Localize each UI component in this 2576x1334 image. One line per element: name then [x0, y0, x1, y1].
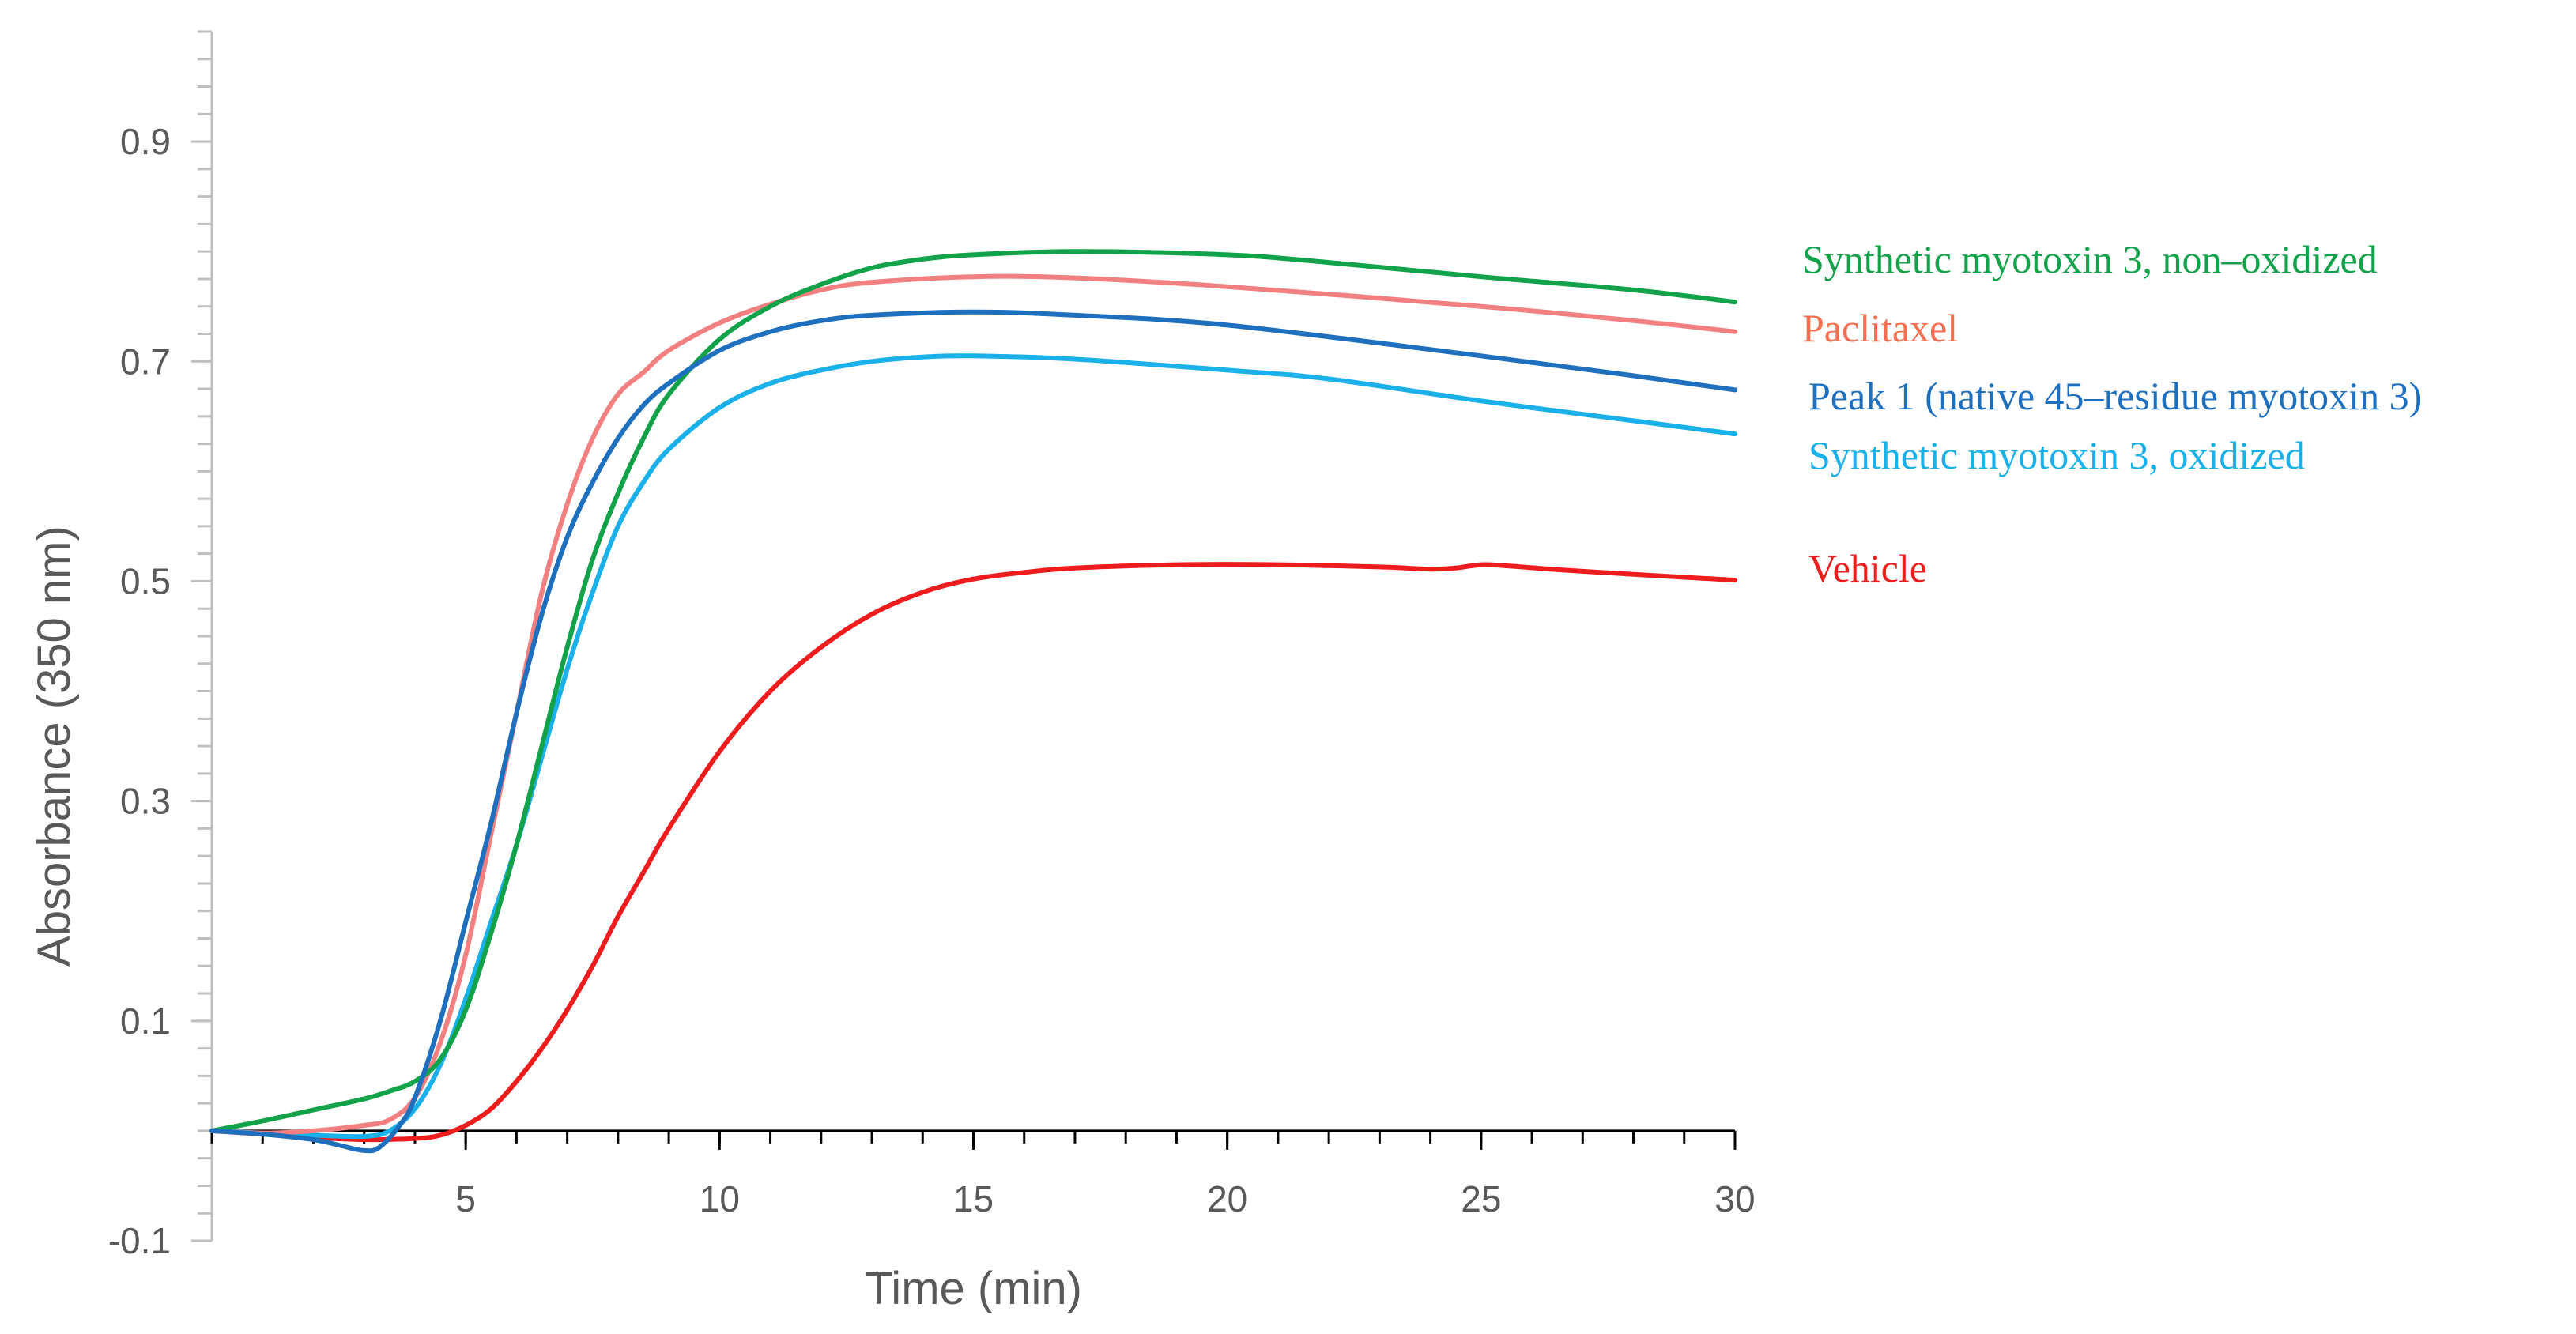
x-tick-label: 15	[953, 1178, 994, 1219]
legend-label-synthetic-oxidized: Synthetic myotoxin 3, oxidized	[1808, 433, 2305, 477]
legend-label-peak-1-native: Peak 1 (native 45–residue myotoxin 3)	[1808, 374, 2422, 418]
x-tick-label: 10	[700, 1178, 740, 1219]
y-tick-label: 0.3	[120, 781, 171, 822]
x-tick-label: 5	[455, 1178, 476, 1219]
y-tick-label: 0.7	[120, 341, 171, 382]
legend-label-synthetic-non-oxidized: Synthetic myotoxin 3, non–oxidized	[1802, 237, 2378, 281]
series-line-synthetic-oxidized	[209, 353, 1737, 1140]
y-tick-label: 0.5	[120, 560, 171, 601]
series-line-synthetic-non-oxidized	[209, 249, 1737, 1133]
x-tick-label: 25	[1461, 1178, 1501, 1219]
y-tick-label: -0.1	[108, 1220, 171, 1261]
series-layer	[209, 249, 1737, 1154]
x-tick-label: 20	[1207, 1178, 1247, 1219]
x-tick-label: 30	[1714, 1178, 1755, 1219]
legend: Synthetic myotoxin 3, non–oxidized Paclit…	[1802, 237, 2422, 590]
x-axis: 5 10 15 20 25 30	[210, 1129, 1756, 1219]
y-axis: -0.1 0.1 0.3 0.5 0.7 0.9	[108, 30, 213, 1261]
legend-label-paclitaxel: Paclitaxel	[1802, 306, 1958, 350]
series-line-peak-1-native	[209, 309, 1737, 1154]
series-line-vehicle	[209, 562, 1737, 1143]
x-axis-title: Time (min)	[865, 1263, 1082, 1314]
y-tick-label: 0.1	[120, 1000, 171, 1042]
legend-label-vehicle: Vehicle	[1808, 546, 1927, 590]
y-axis-title: Absorbance (350 nm)	[28, 526, 80, 967]
y-tick-label: 0.9	[120, 121, 171, 162]
